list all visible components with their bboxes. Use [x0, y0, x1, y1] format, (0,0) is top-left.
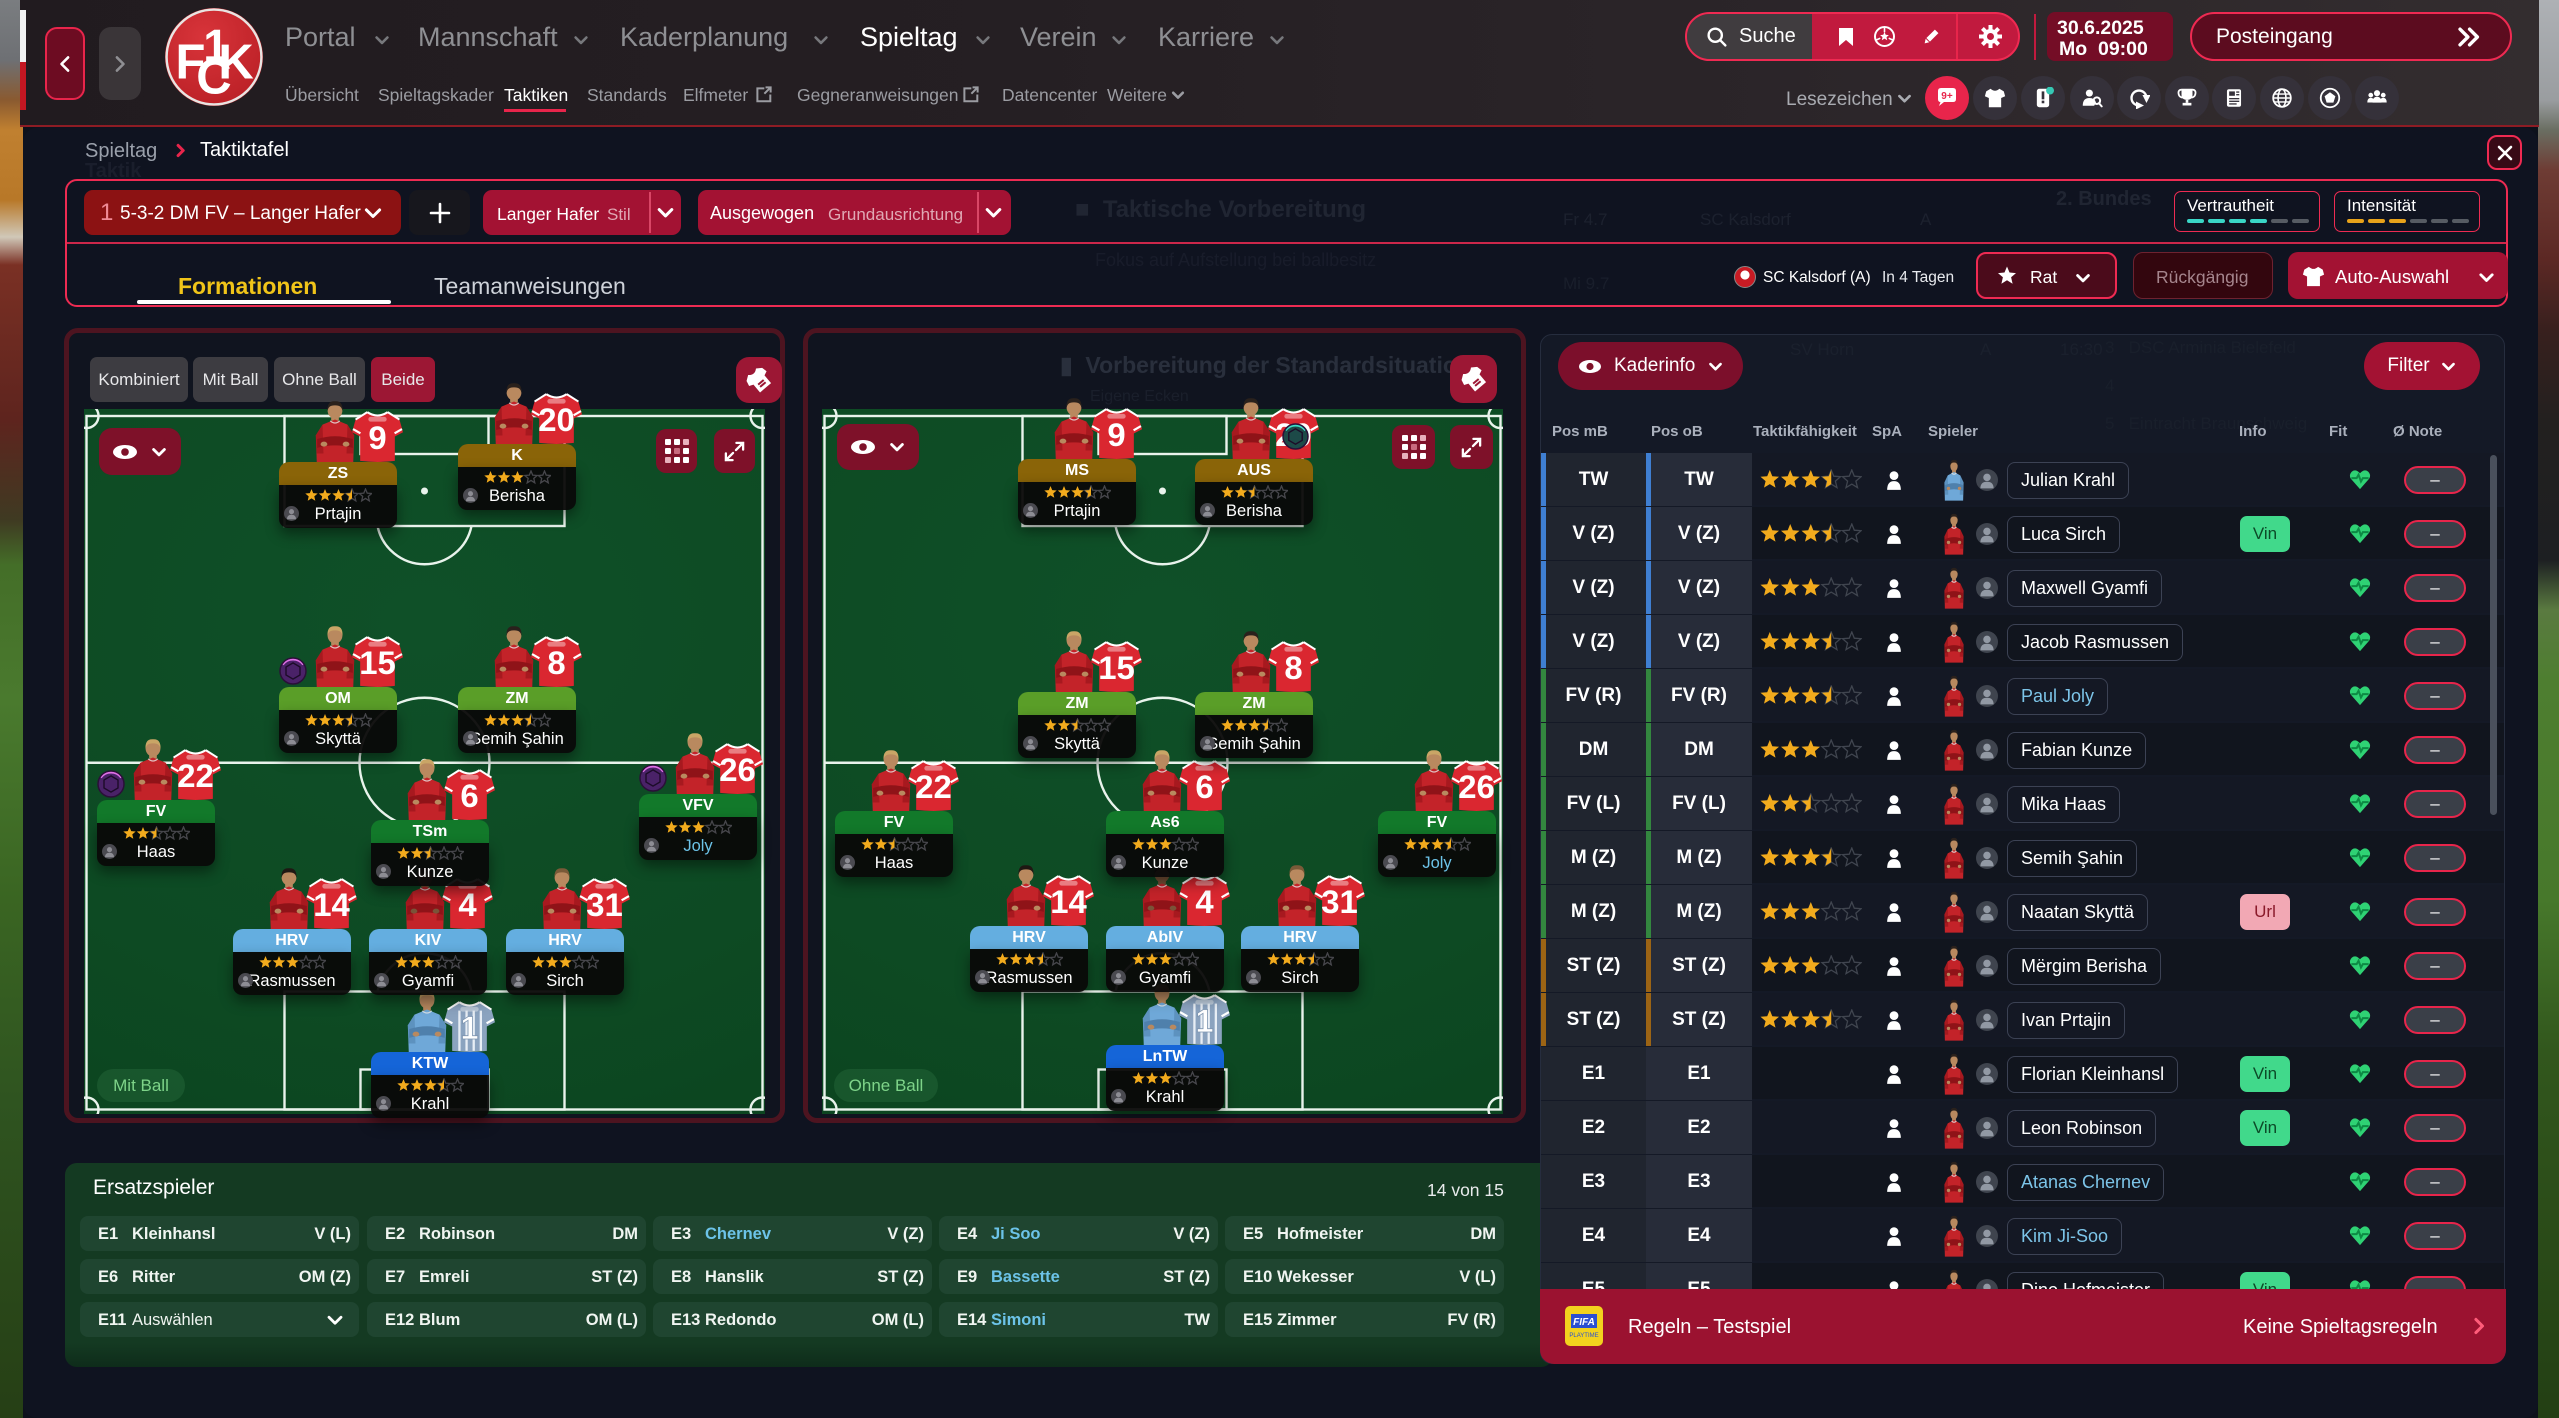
svg-text:8: 8	[547, 644, 565, 681]
svg-text:4: 4	[458, 886, 477, 923]
svg-text:9+: 9+	[1941, 91, 1953, 102]
svg-text:31: 31	[1321, 883, 1358, 920]
svg-text:14: 14	[1050, 883, 1087, 920]
svg-text:20: 20	[538, 401, 575, 438]
svg-text:6: 6	[1195, 768, 1213, 805]
svg-text:22: 22	[915, 768, 952, 805]
svg-text:8: 8	[1284, 649, 1302, 686]
svg-text:9: 9	[1107, 416, 1125, 453]
svg-text:9: 9	[368, 419, 386, 456]
svg-text:22: 22	[177, 757, 214, 794]
svg-text:31: 31	[586, 886, 623, 923]
svg-text:1: 1	[460, 1009, 478, 1046]
svg-text:1: 1	[1195, 1002, 1213, 1039]
svg-text:26: 26	[1458, 768, 1495, 805]
svg-text:PLAYTIME: PLAYTIME	[1569, 1333, 1598, 1339]
svg-text:1: 1	[203, 20, 228, 71]
svg-text:FIFA: FIFA	[1573, 1317, 1595, 1328]
svg-text:F: F	[176, 36, 206, 90]
svg-text:4: 4	[1195, 883, 1214, 920]
svg-text:26: 26	[719, 751, 756, 788]
svg-text:14: 14	[313, 886, 350, 923]
svg-text:15: 15	[359, 644, 396, 681]
svg-text:C: C	[196, 50, 231, 104]
svg-text:6: 6	[460, 777, 478, 814]
svg-text:K: K	[218, 36, 253, 90]
svg-text:15: 15	[1098, 649, 1135, 686]
